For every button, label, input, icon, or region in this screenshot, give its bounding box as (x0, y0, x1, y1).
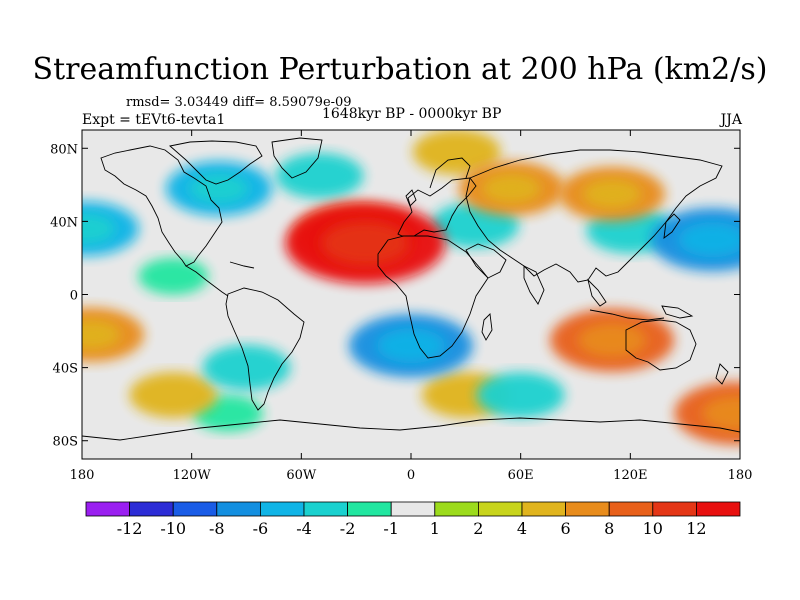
field-anomaly (129, 372, 218, 418)
coast-antarctica (82, 417, 740, 441)
coast-new-zealand (715, 363, 729, 385)
y-tick-label: 40N (50, 215, 78, 230)
x-tick-label: 120E (613, 468, 647, 483)
colorbar-swatch (521, 501, 566, 517)
colorbar-swatch (85, 501, 130, 517)
coast-asia (465, 149, 723, 283)
colorbar-label: 6 (561, 519, 571, 538)
coast-new-guinea (661, 305, 694, 319)
field-anomaly-core (321, 221, 410, 266)
field-anomaly (202, 344, 291, 391)
x-tick-label: 180 (70, 468, 95, 483)
chart-title: Streamfunction Perturbation at 200 hPa (… (32, 52, 768, 87)
colorbar-label: 4 (517, 519, 527, 538)
colorbar-label: 1 (430, 519, 440, 538)
field-anomaly-core (376, 328, 446, 364)
colorbar-swatch (608, 501, 654, 517)
coast-japan (663, 213, 681, 239)
coast-europe (397, 177, 477, 237)
coast-indochina (587, 278, 607, 307)
colorbar: -12 -10 -8 -6 -4 -2 -1 1 2 4 6 8 10 12 (85, 501, 741, 538)
colorbar-swatch (216, 501, 261, 517)
colorbar-label: -6 (253, 519, 269, 538)
y-tick-label: 80N (50, 142, 78, 157)
coast-south-america (225, 287, 305, 411)
coast-canada-arctic (169, 140, 263, 185)
colorbar-swatch (434, 501, 479, 517)
coast-australia (625, 319, 697, 371)
field-anomaly (412, 130, 501, 175)
y-tick-label: 0 (70, 289, 78, 304)
x-tick-label: 120W (173, 468, 212, 483)
colorbar-label: -8 (209, 519, 225, 538)
x-tick-label: 60W (286, 468, 317, 483)
colorbar-swatch (565, 501, 610, 517)
colorbar-swatch (477, 501, 523, 517)
y-tick-label: 40S (53, 362, 78, 377)
field-anomaly (275, 152, 364, 199)
coast-scandinavia (429, 157, 471, 189)
coastlines (82, 137, 740, 441)
coast-india (523, 265, 545, 305)
x-tick-label: 0 (407, 468, 415, 483)
coast-britain (405, 189, 417, 207)
coast-indonesia (589, 309, 665, 321)
colorbar-label: -10 (160, 519, 186, 538)
coast-africa (377, 235, 489, 359)
coast-caribbean (229, 261, 255, 269)
left-subtitle: Expt = tEVt6-tevta1 (82, 112, 226, 128)
field-anomaly-core (82, 213, 115, 244)
coast-central-america (185, 265, 229, 297)
x-tick-label: 60E (508, 468, 534, 483)
field-anomaly-core (82, 319, 121, 350)
colorbar-swatch (129, 501, 174, 517)
field-anomaly-core (577, 322, 647, 358)
right-subtitle: JJA (720, 112, 742, 128)
colorbar-label: -1 (383, 519, 399, 538)
coast-north-america (100, 145, 223, 267)
field-anomaly-core (582, 179, 642, 209)
center-subtitle: 1648kyr BP - 0000kyr BP (322, 106, 502, 122)
coast-madagascar (481, 313, 493, 341)
x-tick-label: 180 (728, 468, 753, 483)
axis-ticks: 180 120W 60W 0 60E 120E 180 80N 40N 0 40S 80S (50, 130, 752, 483)
field-anomaly-core (678, 222, 740, 258)
field-anomaly (138, 257, 209, 295)
colorbar-swatch (259, 501, 305, 517)
field-anomaly-core (482, 173, 541, 204)
colorbar-label: 2 (473, 519, 483, 538)
colorbar-label: 8 (604, 519, 614, 538)
colorbar-label: -12 (117, 519, 143, 538)
colorbar-label: -4 (296, 519, 312, 538)
colorbar-label: 10 (643, 519, 663, 538)
colorbar-label: 12 (686, 519, 706, 538)
colorbar-label: -2 (340, 519, 356, 538)
coast-arabia (465, 243, 507, 279)
coast-greenland (271, 137, 323, 179)
colorbar-swatch (652, 501, 697, 517)
map-field (82, 130, 740, 459)
colorbar-swatch (696, 501, 741, 517)
y-tick-label: 80S (53, 435, 78, 450)
field-anomaly-core (189, 173, 249, 204)
field-anomaly (476, 372, 565, 418)
colorbar-swatch (347, 501, 392, 517)
colorbar-swatch (172, 501, 218, 517)
colorbar-swatch (303, 501, 348, 517)
colorbar-swatch (390, 501, 436, 517)
field-anomaly-core (702, 395, 740, 431)
stats-text: rmsd= 3.03449 diff= 8.59079e-09 (126, 95, 352, 110)
